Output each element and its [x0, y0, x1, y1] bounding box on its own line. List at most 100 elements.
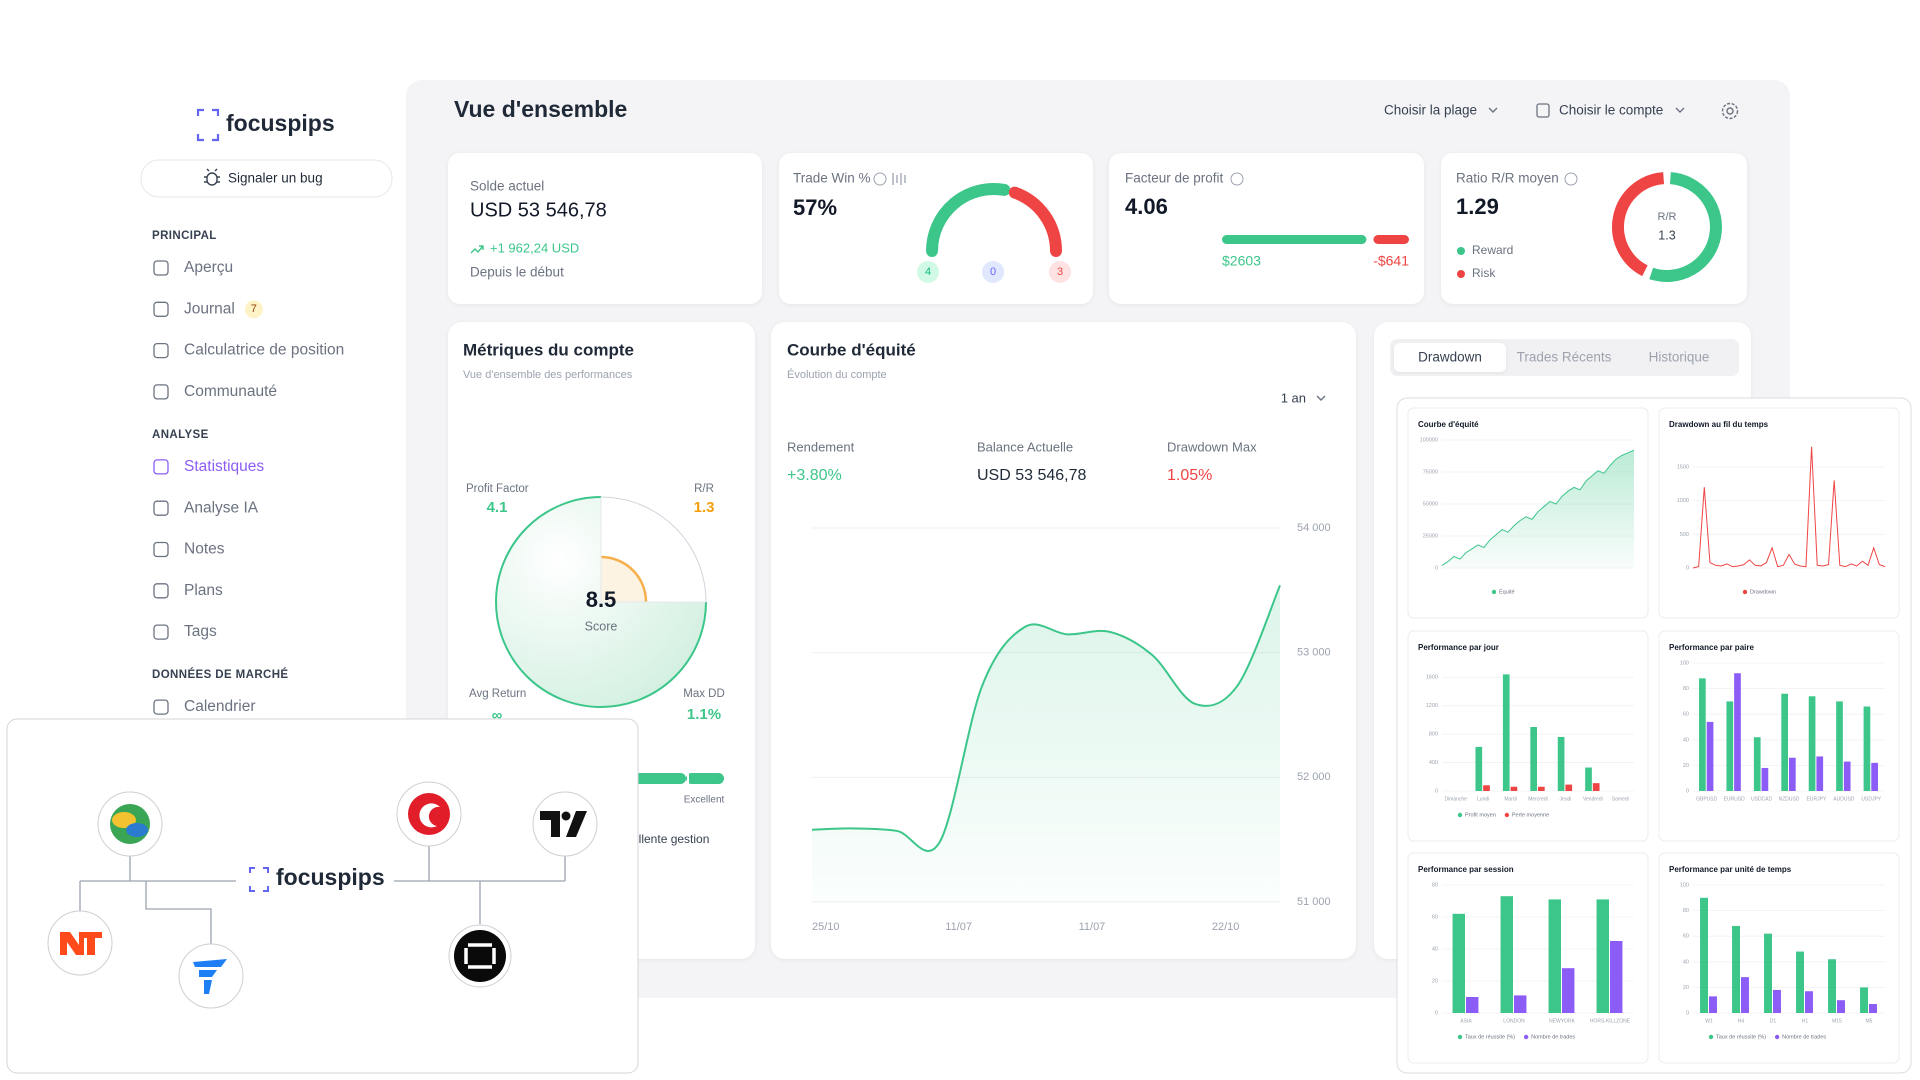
stat-value: USD 53 546,78	[977, 467, 1087, 484]
balance-label: Solde actuel	[470, 179, 544, 194]
mini-y-label: 0	[1435, 1010, 1438, 1016]
mini-x-label: Samedi	[1612, 796, 1629, 802]
winrate-label: Trade Win %	[793, 171, 871, 186]
mini-y-label: 1600	[1426, 675, 1438, 681]
mini-legend-label: Nombre de trades	[1531, 1034, 1575, 1040]
settings-button[interactable]	[1721, 102, 1739, 120]
mini-x-label: Vendredi	[1583, 796, 1603, 802]
mini-y-label: 1000	[1677, 498, 1689, 504]
period-picker[interactable]: 1 an	[1281, 390, 1306, 405]
mini-chart: Performance par unité de temps 0 20 40 60 80 1…	[1658, 852, 1900, 1064]
nav-item[interactable]: Analyse IA	[184, 499, 259, 516]
nav-item[interactable]: Calendrier	[184, 698, 256, 715]
badge	[244, 300, 263, 319]
mini-bar	[1869, 1004, 1877, 1013]
mini-x-label: NZDUSD	[1779, 796, 1800, 802]
mini-chart: Performance par paire 0 20 40 60 80 100 GBPUSD E…	[1658, 630, 1900, 842]
mini-line	[1441, 449, 1635, 566]
nav-item[interactable]: Calculatrice de position	[184, 342, 344, 359]
mini-bar	[1753, 737, 1761, 791]
mini-bar	[1538, 786, 1545, 791]
mini-bar	[1700, 897, 1708, 1013]
mini-bar	[1510, 786, 1518, 791]
nav-item[interactable]: Plans	[184, 582, 223, 599]
mini-y-label: 100000	[1420, 437, 1438, 443]
mini-x-label: LONDON	[1503, 1018, 1525, 1024]
rr-value: 1.29	[1456, 194, 1499, 219]
mini-x-label: W1	[1705, 1018, 1713, 1024]
mini-x-label: HORS-KILLZONE	[1590, 1018, 1631, 1024]
metatrader-icon	[97, 791, 163, 857]
mini-y-label: 100	[1680, 882, 1689, 888]
mini-y-label: 0	[1686, 1010, 1689, 1016]
count-label: 3	[1057, 266, 1063, 278]
mini-y-label: 25000	[1423, 533, 1438, 539]
metric-label: Avg Return	[469, 688, 526, 700]
profit-label: Facteur de profit	[1125, 171, 1224, 186]
equity-subtitle: Évolution du compte	[787, 368, 887, 381]
trend-icon	[470, 245, 484, 254]
nav-item[interactable]: Communauté	[184, 383, 277, 400]
nav-item[interactable]: Tags	[184, 623, 217, 640]
mini-bar	[1741, 977, 1749, 1013]
account-picker[interactable]: Choisir le compte	[1559, 103, 1663, 118]
nav-item[interactable]: Journal	[184, 300, 235, 317]
logo-icon	[249, 867, 269, 892]
mini-bar	[1816, 756, 1824, 791]
mini-x-label: Mardi	[1504, 796, 1517, 802]
y-tick-label: 54 000	[1297, 522, 1331, 534]
mini-y-label: 0	[1435, 788, 1438, 794]
mini-card	[1658, 852, 1900, 1064]
mini-legend-label: Profit moyen	[1465, 812, 1496, 818]
range-picker[interactable]: Choisir la plage	[1384, 103, 1477, 118]
mini-bar	[1726, 701, 1734, 791]
ninjatrader-icon	[47, 910, 113, 976]
mini-x-label: M5	[1866, 1018, 1873, 1024]
mini-chart: Performance par session 0 20 40 60 80 ASIA LOND…	[1407, 852, 1649, 1064]
y-tick-label: 52 000	[1297, 771, 1331, 783]
metric-label: Profit Factor	[466, 483, 529, 495]
mini-bar	[1764, 933, 1772, 1013]
mini-bar	[1773, 989, 1781, 1013]
mini-title: Performance par jour	[1418, 643, 1499, 652]
mini-card	[1658, 407, 1900, 619]
mini-legend-label: Équité	[1499, 588, 1515, 595]
mini-y-label: 50000	[1423, 501, 1438, 507]
nav-item[interactable]: Notes	[184, 541, 225, 558]
nav-item[interactable]: Statistiques	[184, 458, 264, 475]
mini-bar	[1596, 899, 1609, 1013]
equity-title: Courbe d'équité	[787, 340, 916, 359]
mini-bar	[1699, 678, 1706, 791]
tab-label[interactable]: Trades Récents	[1517, 350, 1612, 365]
bug-button[interactable]	[140, 159, 393, 198]
nav-item[interactable]: Aperçu	[184, 259, 233, 276]
mini-bar	[1860, 987, 1868, 1013]
tab-active[interactable]	[1394, 343, 1506, 372]
bug-button-label[interactable]: Signaler un bug	[228, 171, 323, 186]
mini-legend-dot	[1457, 1034, 1463, 1040]
mini-bar	[1734, 673, 1741, 791]
mini-legend-dot	[1504, 812, 1510, 818]
mini-x-label: Jeudi	[1559, 796, 1571, 802]
nav-icon	[153, 500, 169, 516]
mini-legend-label: Nombre de trades	[1782, 1034, 1826, 1040]
help-icon[interactable]	[873, 172, 887, 186]
mini-bar	[1837, 1000, 1845, 1013]
tab-label[interactable]: Drawdown	[1418, 350, 1482, 365]
help-icon[interactable]	[1564, 172, 1578, 186]
mini-bar	[1610, 941, 1623, 1013]
mini-legend-label: Drawdown	[1750, 589, 1776, 595]
mini-bar	[1828, 959, 1836, 1013]
tab-label[interactable]: Historique	[1649, 350, 1710, 365]
mini-legend-dot	[1491, 589, 1497, 595]
mini-y-label: 60	[1683, 934, 1689, 940]
ctrader-icon	[396, 781, 462, 847]
mini-legend-dot	[1457, 812, 1463, 818]
account-icon	[1536, 103, 1550, 118]
section-title: PRINCIPAL	[152, 230, 217, 242]
nav-icon	[153, 342, 169, 359]
help-icon[interactable]	[1230, 172, 1244, 186]
count-pill	[917, 261, 939, 283]
profit-card	[1109, 153, 1424, 304]
gauge-loss	[1008, 186, 1062, 257]
